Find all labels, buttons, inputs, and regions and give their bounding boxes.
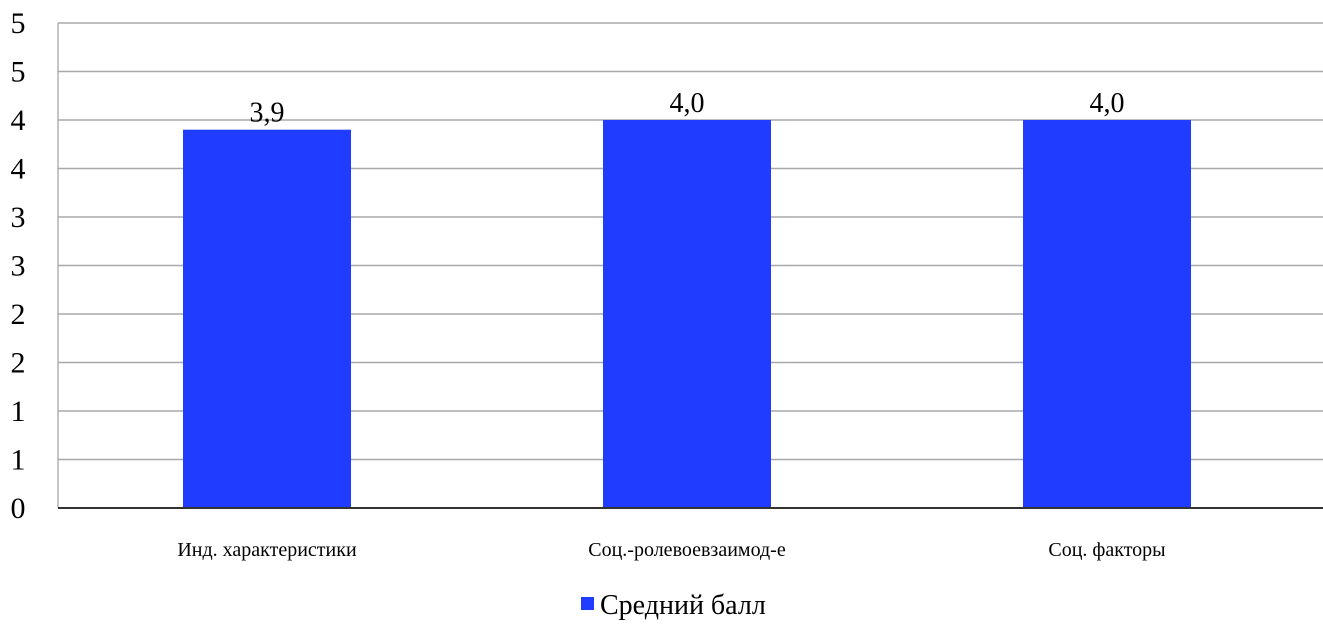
bar <box>603 120 771 508</box>
y-tick-label: 3 <box>11 201 26 234</box>
y-tick-label: 2 <box>11 298 26 331</box>
y-tick-label: 5 <box>11 7 26 40</box>
data-labels: 3,9 4,0 4,0 <box>250 88 1125 129</box>
legend-label: Средний балл <box>600 590 766 621</box>
bar <box>183 129 351 508</box>
y-axis-ticks: 0 1 1 2 2 3 3 4 4 5 5 <box>11 7 26 525</box>
y-tick-label: 4 <box>11 104 26 137</box>
bar <box>1023 120 1191 508</box>
y-tick-label: 5 <box>11 56 26 89</box>
data-label: 4,0 <box>670 88 705 119</box>
bars <box>183 120 1191 508</box>
y-tick-label: 3 <box>11 250 26 283</box>
legend-swatch <box>581 597 594 610</box>
y-tick-label: 1 <box>11 395 26 428</box>
data-label: 3,9 <box>250 98 285 129</box>
x-tick-label: Соц. факторы <box>1048 539 1165 561</box>
legend: Средний балл <box>581 590 766 621</box>
x-axis-ticks: Инд. характеристики Соц.-ролевоевзаимод-е… <box>177 539 1165 561</box>
y-tick-label: 1 <box>11 444 26 477</box>
y-tick-label: 4 <box>11 153 26 186</box>
y-tick-label: 0 <box>11 492 26 525</box>
x-tick-label: Соц.-ролевоевзаимод-е <box>588 539 786 561</box>
y-tick-label: 2 <box>11 347 26 380</box>
x-tick-label: Инд. характеристики <box>177 539 357 561</box>
data-label: 4,0 <box>1090 88 1125 119</box>
